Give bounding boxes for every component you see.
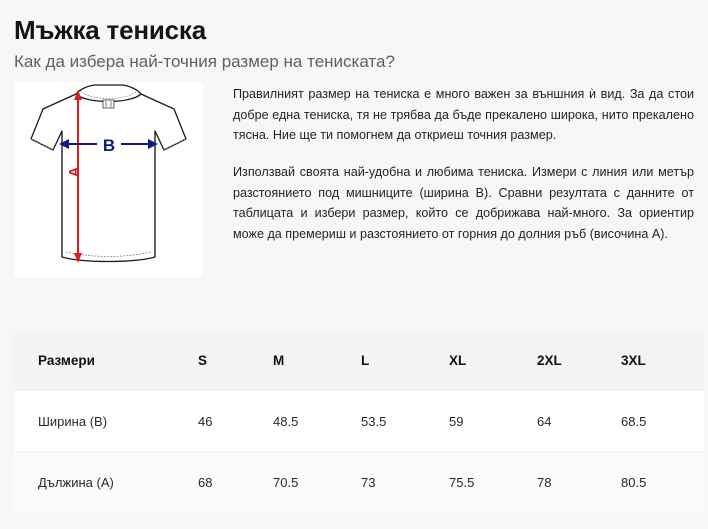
page-title: Мъжка тениска [14,15,206,45]
content-area: A B Правилният размер на тениска е много… [0,72,708,278]
tshirt-outline [30,84,187,263]
column-header-3xl: 3XL [621,352,646,368]
table-row: Дължина (A) 68 70.5 73 75.5 78 80.5 [14,451,704,512]
page-subtitle: Как да избера най-точния размер на тенис… [14,51,395,71]
cell-width-2xl: 64 [537,390,621,452]
cell-length-3xl: 80.5 [621,451,704,512]
column-header-sizes: Размери [38,352,95,368]
description-paragraph-2: Използвай своята най-удобна и любима тен… [233,165,694,241]
cell-width-3xl: 68.5 [621,390,704,452]
height-arrow-head-bottom [74,253,82,264]
row-label-length: Дължина (A) [14,451,198,512]
width-arrow-head-left [59,139,69,150]
cell-length-l: 73 [361,451,449,512]
cell-length-xl: 75.5 [449,451,537,512]
size-chart-header: Размери S M L XL 2XL 3XL [14,330,704,391]
cell-width-m: 48.5 [273,390,361,452]
size-chart-table: Размери S M L XL 2XL 3XL Ширина (B) 46 4… [14,330,704,512]
tshirt-diagram-card: A B [14,82,203,278]
table-row: Ширина (B) 46 48.5 53.5 59 64 68.5 [14,390,704,452]
cell-length-s: 68 [198,451,273,512]
collar-tag-icon [102,99,115,109]
cell-width-s: 46 [198,390,273,452]
description-paragraph-1: Правилният размер на тениска е много важ… [233,87,694,143]
page-header: Мъжка тениска Как да избера най-точния р… [0,0,708,72]
size-chart-body: Ширина (B) 46 48.5 53.5 59 64 68.5 Дължи… [14,390,704,512]
right-cuff-stitch [163,138,187,151]
cell-length-2xl: 78 [537,451,621,512]
cell-width-l: 53.5 [361,390,449,452]
column-header-l: L [361,352,370,368]
width-arrow-head-right [148,139,158,150]
description-text: Правилният размер на тениска е много важ… [233,82,694,244]
cell-length-m: 70.5 [273,451,361,512]
height-arrow-head-top [74,90,82,101]
left-cuff-stitch [30,138,54,151]
tshirt-diagram-svg: A B [30,84,187,264]
row-label-width: Ширина (B) [14,390,198,452]
column-header-m: M [273,352,285,368]
collar-stitch-line [79,91,138,100]
width-label-backdrop [97,133,121,156]
column-header-2xl: 2XL [537,352,562,368]
bottom-hem-stitch [65,251,152,258]
cell-width-xl: 59 [449,390,537,452]
height-label-a: A [66,167,83,178]
width-label-b: B [103,136,115,155]
column-header-xl: XL [449,352,467,368]
column-header-s: S [198,352,208,368]
table-header-row: Размери S M L XL 2XL 3XL [14,330,704,391]
